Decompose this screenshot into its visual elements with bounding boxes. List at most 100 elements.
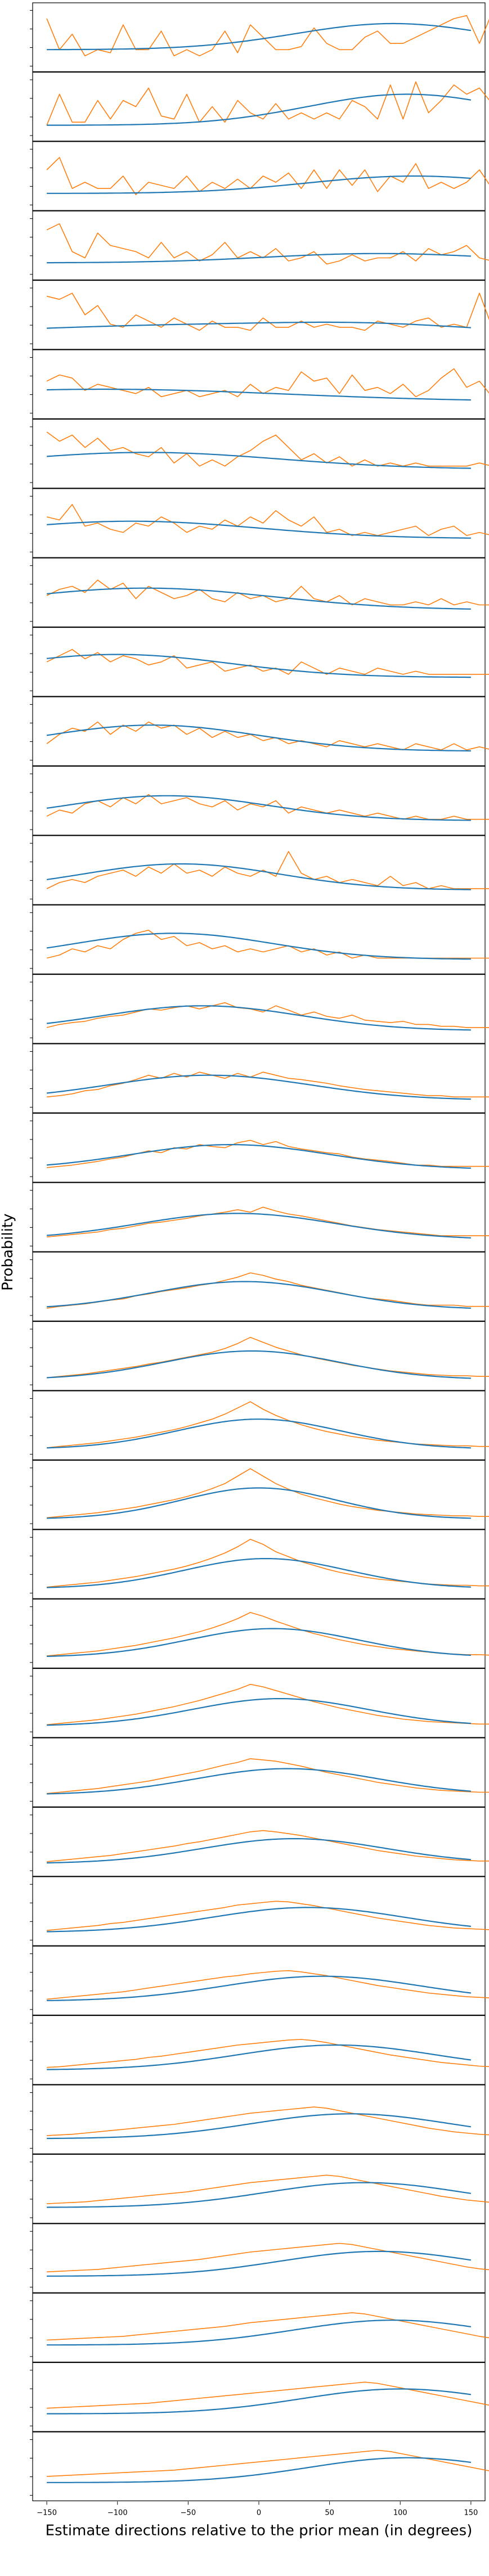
panel-31 [30,2084,489,2155]
data-series-line [47,1758,489,1794]
fit-curve-line [47,452,471,469]
panel-8 [30,488,489,558]
fit-curve-line [47,2388,472,2415]
data-series-line [47,2242,489,2273]
panel-13 [30,835,489,905]
fit-curve-line [47,2113,472,2140]
panel-frame [32,557,486,628]
panel-frame [32,488,486,558]
panel-26 [30,1737,489,1808]
panel-10 [30,627,489,697]
x-tick-label: −150 [37,2509,57,2517]
fit-curve-line [47,253,471,264]
panel-frame [32,1321,486,1391]
panel-frame [32,1113,486,1183]
panel-21 [30,1390,489,1461]
data-series-line [47,2174,489,2204]
panel-frame [32,1876,486,1946]
panel-frame [32,2,486,73]
panel-frame [32,1737,486,1808]
data-series-line [47,2312,489,2341]
x-tick-label: 0 [257,2509,261,2517]
panel-23 [30,1529,489,1599]
data-series-line [46,930,489,959]
fit-curve-line [46,587,471,610]
data-series-line [47,2381,489,2409]
fit-curve-line [46,863,471,890]
panel-3 [30,141,489,211]
fit-curve-line [47,1350,471,1379]
panel-frame [32,2015,486,2085]
data-series-line [46,794,489,820]
panel-frame [32,2084,486,2155]
data-series-line [46,81,489,126]
panel-frame [32,1598,486,1669]
fit-curve-line [46,654,471,678]
data-series-line [46,223,489,265]
data-series-line [47,1336,489,1379]
panel-30 [30,2015,489,2085]
panel-11 [30,696,489,767]
fit-curve-line [47,22,472,51]
fit-curve-line [47,1698,471,1726]
x-tick-label: −100 [107,2509,128,2517]
fit-curve-line [47,520,471,539]
data-series-line [47,2039,489,2068]
data-series-line [47,1401,489,1448]
data-series-line [46,721,489,751]
panel-frame [32,2362,486,2432]
panel-frame [32,2154,486,2224]
data-series-line [46,851,489,889]
fit-curve-line [47,1213,471,1239]
data-series-line [46,368,489,398]
panel-29 [30,1945,489,2016]
panel-frame [32,2223,486,2293]
fit-curve-line [47,1281,471,1309]
fit-curve-line [47,388,471,401]
panel-frame [32,1668,486,1738]
data-series-line [47,1683,489,1726]
panel-frame [32,1251,486,1322]
fit-curve-line [47,1838,471,1864]
panel-frame [32,1390,486,1461]
data-series-line [46,431,489,467]
fit-curve-line [47,2250,472,2277]
panel-frame [32,1043,486,1114]
data-series-line [47,1539,489,1588]
fit-curve-line [47,1487,471,1519]
fit-curve-line [47,1975,472,2001]
fit-curve-line [46,1005,471,1031]
panel-frame [32,1460,486,1530]
x-tick-label: −50 [181,2509,196,2517]
data-series-line [46,157,489,195]
panel-34 [30,2293,489,2363]
fit-curve-line [47,175,471,194]
data-series-line [46,579,489,606]
fit-curve-line [46,1074,471,1100]
fit-curve-line [46,933,471,960]
data-series-line [46,504,489,536]
data-series-line [47,1970,489,2000]
panel-4 [30,210,489,281]
panel-frame [32,835,486,905]
fit-curve-line [47,2182,472,2208]
panel-24 [30,1598,489,1669]
panel-frame [32,349,486,420]
panel-frame [32,141,486,211]
fit-curve-line [47,1907,472,1933]
data-series-line [47,1206,489,1238]
x-tick-label: 150 [464,2509,478,2517]
fit-curve-line [46,1143,471,1169]
panel-frame [32,974,486,1044]
fit-curve-line [46,724,471,752]
panel-20 [30,1321,489,1391]
data-series-line [47,2106,489,2136]
panel-frame [32,904,486,975]
panel-frame [32,71,486,142]
fit-curve-line [47,1768,471,1795]
panel-32 [30,2154,489,2224]
panel-frame [32,696,486,767]
panel-12 [30,765,489,836]
data-series-line [47,1830,489,1862]
panel-6 [30,349,489,420]
